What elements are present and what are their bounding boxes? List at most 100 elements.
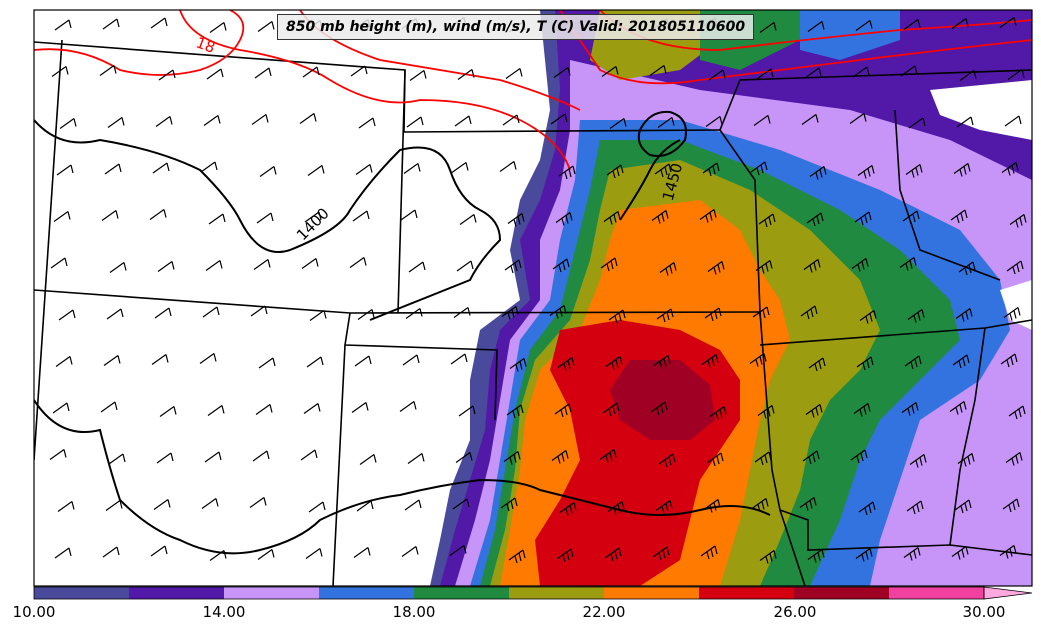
wind-barbs: [49, 17, 1027, 564]
wind-barb: [204, 451, 222, 463]
wind-barb: [959, 70, 977, 81]
wind-barb: [209, 22, 227, 33]
wind-barb: [259, 166, 277, 177]
wind-barb: [909, 454, 927, 468]
wind-barb: [456, 260, 474, 272]
wind-barb: [109, 262, 127, 273]
wind-barb: [749, 353, 767, 367]
wind-barb: [349, 257, 367, 268]
wind-barb: [852, 66, 870, 78]
wind-barb: [758, 213, 776, 228]
wind-barb: [303, 403, 321, 414]
wind-barb: [403, 163, 421, 174]
colorbar-segment: [699, 587, 794, 599]
wind-barb: [304, 211, 322, 223]
wind-barb: [59, 118, 77, 129]
wind-barb: [99, 65, 117, 76]
wind-barb: [805, 404, 823, 418]
wind-barb: [257, 21, 275, 32]
wind-barb: [709, 406, 727, 420]
wind-barb: [453, 307, 471, 318]
wind-barb: [503, 451, 521, 465]
wind-barb: [207, 405, 225, 416]
wind-barb: [1002, 498, 1020, 513]
wind-barb: [604, 547, 622, 562]
wind-barb: [899, 257, 917, 271]
wind-barb: [1000, 353, 1018, 368]
wind-barb: [356, 500, 374, 512]
wind-barb: [301, 258, 319, 269]
colorbar-segment: [889, 587, 984, 599]
wind-barb: [406, 116, 424, 128]
wind-barb: [1006, 260, 1024, 275]
wind-barb: [357, 309, 375, 320]
wind-barb: [504, 259, 522, 274]
wind-barb: [859, 310, 877, 324]
wind-barb: [857, 165, 875, 179]
wind-barb: [409, 70, 427, 81]
wind-barb: [759, 550, 777, 564]
wind-barb: [55, 356, 73, 367]
colorbar-tick-10: 10.00: [12, 603, 56, 621]
wind-barb: [949, 401, 967, 415]
wind-barb: [156, 452, 174, 464]
wind-barb: [209, 550, 227, 561]
wind-barb: [57, 501, 75, 512]
colorbar-segment: [34, 587, 129, 599]
wind-barb: [809, 166, 827, 180]
wind-barb: [705, 116, 723, 127]
wind-barb: [806, 212, 824, 227]
wind-barb: [900, 65, 918, 77]
wind-barb: [352, 210, 370, 222]
wind-barb: [107, 117, 125, 128]
wind-barb: [807, 21, 825, 32]
wind-barb: [200, 161, 218, 173]
colorbar-tick-30: 30.00: [962, 603, 1006, 621]
colorbar-tick-18: 18.00: [392, 603, 436, 621]
wind-barb: [158, 69, 176, 81]
wind-barb: [754, 451, 772, 466]
wind-barb: [1008, 405, 1026, 420]
wind-barb: [1007, 69, 1025, 80]
wind-barb: [159, 406, 177, 417]
wind-barb: [449, 545, 467, 556]
wind-barb: [507, 213, 525, 227]
colorbar-outline: [33, 586, 985, 600]
wind-barb: [958, 261, 976, 276]
wind-barb: [501, 306, 519, 320]
wind-barb: [707, 261, 725, 275]
wind-barb: [808, 357, 826, 372]
wind-barb: [903, 19, 921, 30]
wind-barb: [701, 354, 719, 368]
wind-barb: [405, 308, 423, 319]
wind-barb: [559, 502, 577, 516]
wind-barb: [849, 113, 867, 124]
wind-barb: [254, 67, 272, 79]
wind-barb: [407, 453, 425, 464]
wind-barb: [950, 209, 968, 224]
colorbar-segment: [224, 587, 319, 599]
wind-barb: [554, 403, 572, 418]
wind-barb: [755, 260, 773, 274]
wind-barb: [399, 401, 417, 412]
map-title: 850 mb height (m), wind (m/s), T (C) Val…: [277, 14, 755, 40]
wind-barb: [757, 405, 775, 419]
wind-barb: [657, 117, 675, 128]
wind-barb: [451, 162, 469, 173]
wind-barb: [351, 402, 369, 413]
wind-barb: [50, 257, 68, 269]
wind-barb: [854, 211, 872, 226]
wind-barb: [555, 212, 573, 226]
wind-barb: [500, 497, 518, 512]
wind-barb: [700, 545, 718, 560]
wind-barb: [606, 164, 624, 179]
wind-barb: [53, 211, 71, 222]
wind-barb: [51, 66, 69, 77]
wind-barb: [505, 68, 523, 79]
colorbar: [33, 586, 1033, 600]
wind-barb: [952, 354, 970, 369]
wind-barb: [359, 454, 377, 465]
wind-barb: [856, 356, 874, 371]
wind-barb: [802, 450, 820, 465]
wind-barb: [202, 306, 220, 318]
